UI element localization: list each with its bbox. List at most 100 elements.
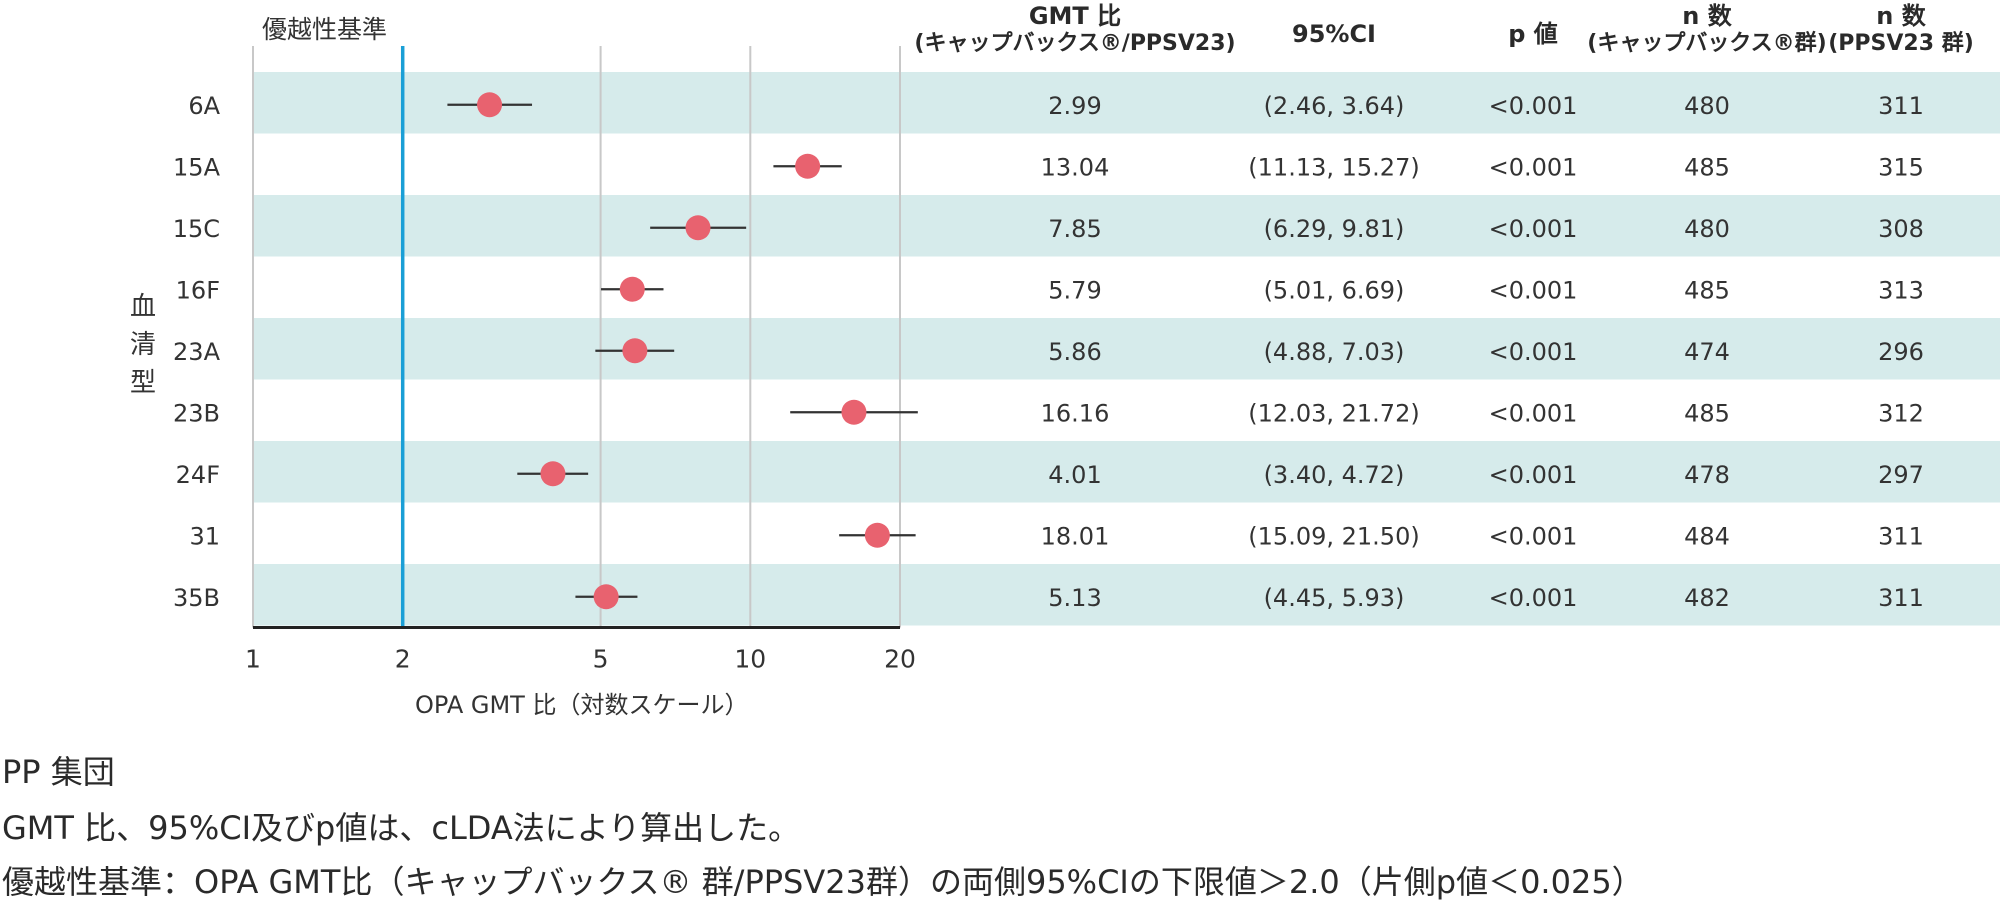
ci-value: (4.45, 5.93) <box>1264 584 1405 612</box>
n-ppsv-value: 308 <box>1878 215 1924 243</box>
n-cap-value: 480 <box>1684 215 1730 243</box>
x-tick-label: 1 <box>245 645 261 674</box>
gmt-point <box>540 461 566 487</box>
n-ppsv-value: 297 <box>1878 461 1924 489</box>
ci-value: (2.46, 3.64) <box>1264 92 1405 120</box>
col-header-p: p 値 <box>1508 20 1558 48</box>
p-value: <0.001 <box>1489 522 1578 550</box>
p-value: <0.001 <box>1489 153 1578 181</box>
serotype-label: 23A <box>173 338 221 366</box>
gmt-ratio-value: 5.86 <box>1048 338 1101 366</box>
serotype-label: 15C <box>173 215 220 243</box>
row-band <box>253 564 2000 626</box>
x-tick-label: 20 <box>884 645 916 674</box>
gmt-point <box>619 276 645 302</box>
footnote-criterion: 優越性基準：OPA GMT比（キャップバックス® 群/PPSV23群）の両側95… <box>2 863 1644 901</box>
x-tick-label: 5 <box>593 645 609 674</box>
n-cap-value: 482 <box>1684 584 1730 612</box>
ci-value: (5.01, 6.69) <box>1264 276 1405 304</box>
col-header-p-line1: p 値 <box>1508 20 1558 48</box>
serotype-label: 31 <box>189 522 220 550</box>
serotype-label: 15A <box>173 153 221 181</box>
serotype-label: 35B <box>173 584 220 612</box>
p-value: <0.001 <box>1489 92 1578 120</box>
serotype-label: 23B <box>173 399 220 427</box>
gmt-ratio-value: 18.01 <box>1041 522 1110 550</box>
n-ppsv-value: 311 <box>1878 584 1924 612</box>
gmt-point <box>685 215 711 241</box>
n-ppsv-value: 311 <box>1878 522 1924 550</box>
gmt-point <box>795 153 821 179</box>
gmt-point <box>864 522 890 548</box>
n-cap-value: 485 <box>1684 276 1730 304</box>
row-band <box>253 72 2000 134</box>
criterion-label: 優越性基準 <box>262 15 388 44</box>
n-cap-value: 485 <box>1684 399 1730 427</box>
ci-value: (15.09, 21.50) <box>1248 522 1419 550</box>
col-header-gmt-ratio-line2: (キャップバックス®/PPSV23) <box>914 31 1236 56</box>
footnote-method: GMT 比、95%CI及びp値は、cLDA法により算出した。 <box>2 809 801 847</box>
serotype-label: 6A <box>188 92 220 120</box>
n-ppsv-value: 315 <box>1878 153 1924 181</box>
gmt-point <box>593 584 619 610</box>
forest-plot: 1 2 5 10 20 6A 2.99 (2.46, 3.64) <0.001 480 311 15… <box>173 46 2000 674</box>
col-header-ci-line1: 95%CI <box>1292 20 1376 48</box>
col-header-gmt-ratio-line1: GMT 比 <box>1028 2 1122 30</box>
col-header-gmt-ratio: GMT 比 (キャップバックス®/PPSV23) <box>914 2 1235 58</box>
gmt-ratio-value: 2.99 <box>1048 92 1101 120</box>
col-header-n-ppsv-line1: n 数 <box>1876 2 1926 30</box>
n-cap-value: 480 <box>1684 92 1730 120</box>
p-value: <0.001 <box>1489 215 1578 243</box>
y-axis-title-char: 血 <box>129 292 156 322</box>
n-ppsv-value: 311 <box>1878 92 1924 120</box>
serotype-label: 24F <box>176 461 220 489</box>
x-tick-label: 2 <box>395 645 411 674</box>
data-marks <box>447 92 918 610</box>
row-bands <box>253 72 2000 626</box>
col-header-n-ppsv-line2: (PPSV23 群) <box>1828 31 1974 56</box>
y-axis-title: 血清型 <box>128 288 158 402</box>
row-band <box>253 318 2000 380</box>
p-value: <0.001 <box>1489 399 1578 427</box>
p-value: <0.001 <box>1489 338 1578 366</box>
gmt-ratio-value: 5.79 <box>1048 276 1101 304</box>
p-value: <0.001 <box>1489 276 1578 304</box>
p-value: <0.001 <box>1489 461 1578 489</box>
ci-value: (3.40, 4.72) <box>1264 461 1405 489</box>
col-header-ci: 95%CI <box>1292 20 1376 48</box>
n-cap-value: 485 <box>1684 153 1730 181</box>
row-band <box>253 195 2000 257</box>
footnote-population: PP 集団 <box>2 753 115 791</box>
y-axis-title-char: 清 <box>129 330 156 360</box>
col-header-n-cap-line2: (キャップバックス®群) <box>1587 31 1827 56</box>
x-tick-label: 10 <box>734 645 766 674</box>
n-ppsv-value: 313 <box>1878 276 1924 304</box>
n-cap-value: 478 <box>1684 461 1730 489</box>
gmt-ratio-value: 13.04 <box>1041 153 1110 181</box>
serotype-label: 16F <box>176 276 220 304</box>
gmt-point <box>622 338 648 364</box>
ci-value: (4.88, 7.03) <box>1264 338 1405 366</box>
col-header-n-ppsv: n 数 (PPSV23 群) <box>1828 2 1974 58</box>
gmt-point <box>477 92 503 118</box>
row-band <box>253 441 2000 503</box>
y-axis-title-char: 型 <box>129 368 156 398</box>
ci-value: (11.13, 15.27) <box>1248 153 1419 181</box>
table-cells: 6A 2.99 (2.46, 3.64) <0.001 480 311 15A 13.04 (1… <box>173 92 1924 612</box>
ci-value: (6.29, 9.81) <box>1264 215 1405 243</box>
n-ppsv-value: 296 <box>1878 338 1924 366</box>
col-header-n-cap-line1: n 数 <box>1682 2 1732 30</box>
gmt-ratio-value: 5.13 <box>1048 584 1101 612</box>
x-tick-labels: 1 2 5 10 20 <box>245 645 916 674</box>
gmt-point <box>841 399 867 425</box>
col-header-n-cap: n 数 (キャップバックス®群) <box>1587 2 1826 58</box>
gmt-ratio-value: 4.01 <box>1048 461 1101 489</box>
n-ppsv-value: 312 <box>1878 399 1924 427</box>
gmt-ratio-value: 16.16 <box>1041 399 1110 427</box>
gridlines <box>252 46 901 628</box>
gmt-ratio-value: 7.85 <box>1048 215 1101 243</box>
p-value: <0.001 <box>1489 584 1578 612</box>
n-cap-value: 474 <box>1684 338 1730 366</box>
ci-value: (12.03, 21.72) <box>1248 399 1419 427</box>
x-axis-title: OPA GMT 比（対数スケール） <box>415 691 749 719</box>
